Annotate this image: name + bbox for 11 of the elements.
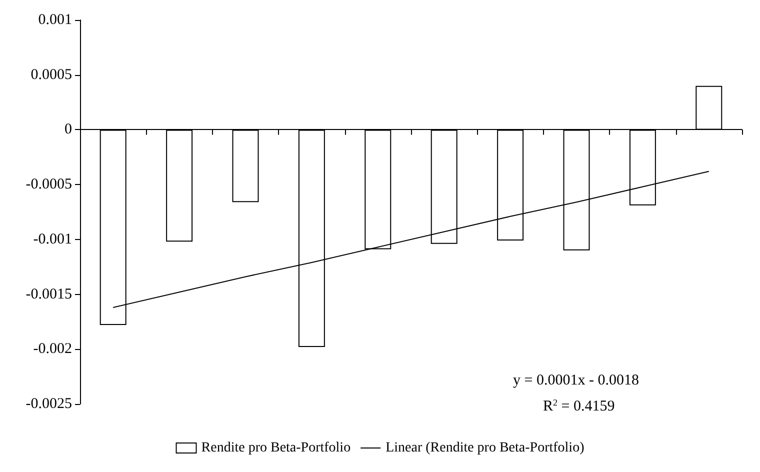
y-tick-label: -0.0025 xyxy=(26,396,72,412)
annotation: y = 0.0001x - 0.0018 xyxy=(513,372,639,388)
legend-label: Linear (Rendite pro Beta-Portfolio) xyxy=(386,440,585,456)
y-tick-label: 0 xyxy=(64,122,72,138)
y-tick-label: -0.0005 xyxy=(26,176,72,193)
y-tick-label: 0.0005 xyxy=(30,66,72,83)
y-tick-label: 0.001 xyxy=(38,12,72,28)
y-tick-label: -0.001 xyxy=(33,231,72,248)
y-tick-label: -0.002 xyxy=(33,341,72,358)
y-tick-label: -0.0015 xyxy=(26,286,72,302)
legend-label: Rendite pro Beta-Portfolio xyxy=(201,440,351,456)
